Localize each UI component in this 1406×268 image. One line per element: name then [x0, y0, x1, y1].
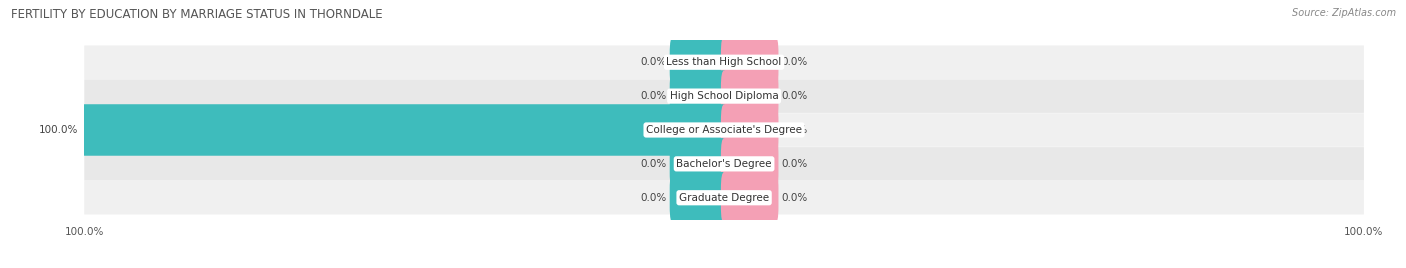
Text: Bachelor's Degree: Bachelor's Degree [676, 159, 772, 169]
FancyBboxPatch shape [721, 70, 779, 122]
Text: 0.0%: 0.0% [782, 193, 808, 203]
FancyBboxPatch shape [84, 147, 1364, 181]
FancyBboxPatch shape [84, 46, 1364, 79]
FancyBboxPatch shape [721, 172, 779, 224]
Text: 0.0%: 0.0% [640, 57, 666, 67]
FancyBboxPatch shape [669, 70, 727, 122]
FancyBboxPatch shape [84, 113, 1364, 147]
Text: 0.0%: 0.0% [640, 159, 666, 169]
Text: Less than High School: Less than High School [666, 57, 782, 67]
Text: Source: ZipAtlas.com: Source: ZipAtlas.com [1292, 8, 1396, 18]
Text: 100.0%: 100.0% [38, 125, 77, 135]
Text: Graduate Degree: Graduate Degree [679, 193, 769, 203]
FancyBboxPatch shape [669, 36, 727, 88]
Text: 0.0%: 0.0% [782, 159, 808, 169]
FancyBboxPatch shape [669, 138, 727, 189]
FancyBboxPatch shape [721, 36, 779, 88]
Text: 0.0%: 0.0% [782, 125, 808, 135]
Text: 0.0%: 0.0% [640, 91, 666, 101]
Text: 0.0%: 0.0% [782, 91, 808, 101]
Text: FERTILITY BY EDUCATION BY MARRIAGE STATUS IN THORNDALE: FERTILITY BY EDUCATION BY MARRIAGE STATU… [11, 8, 382, 21]
Text: College or Associate's Degree: College or Associate's Degree [647, 125, 801, 135]
Text: 0.0%: 0.0% [640, 193, 666, 203]
Text: 0.0%: 0.0% [782, 57, 808, 67]
FancyBboxPatch shape [669, 172, 727, 224]
FancyBboxPatch shape [84, 181, 1364, 214]
FancyBboxPatch shape [84, 79, 1364, 113]
FancyBboxPatch shape [82, 104, 727, 156]
Text: High School Diploma: High School Diploma [669, 91, 779, 101]
FancyBboxPatch shape [721, 104, 779, 156]
FancyBboxPatch shape [721, 138, 779, 189]
